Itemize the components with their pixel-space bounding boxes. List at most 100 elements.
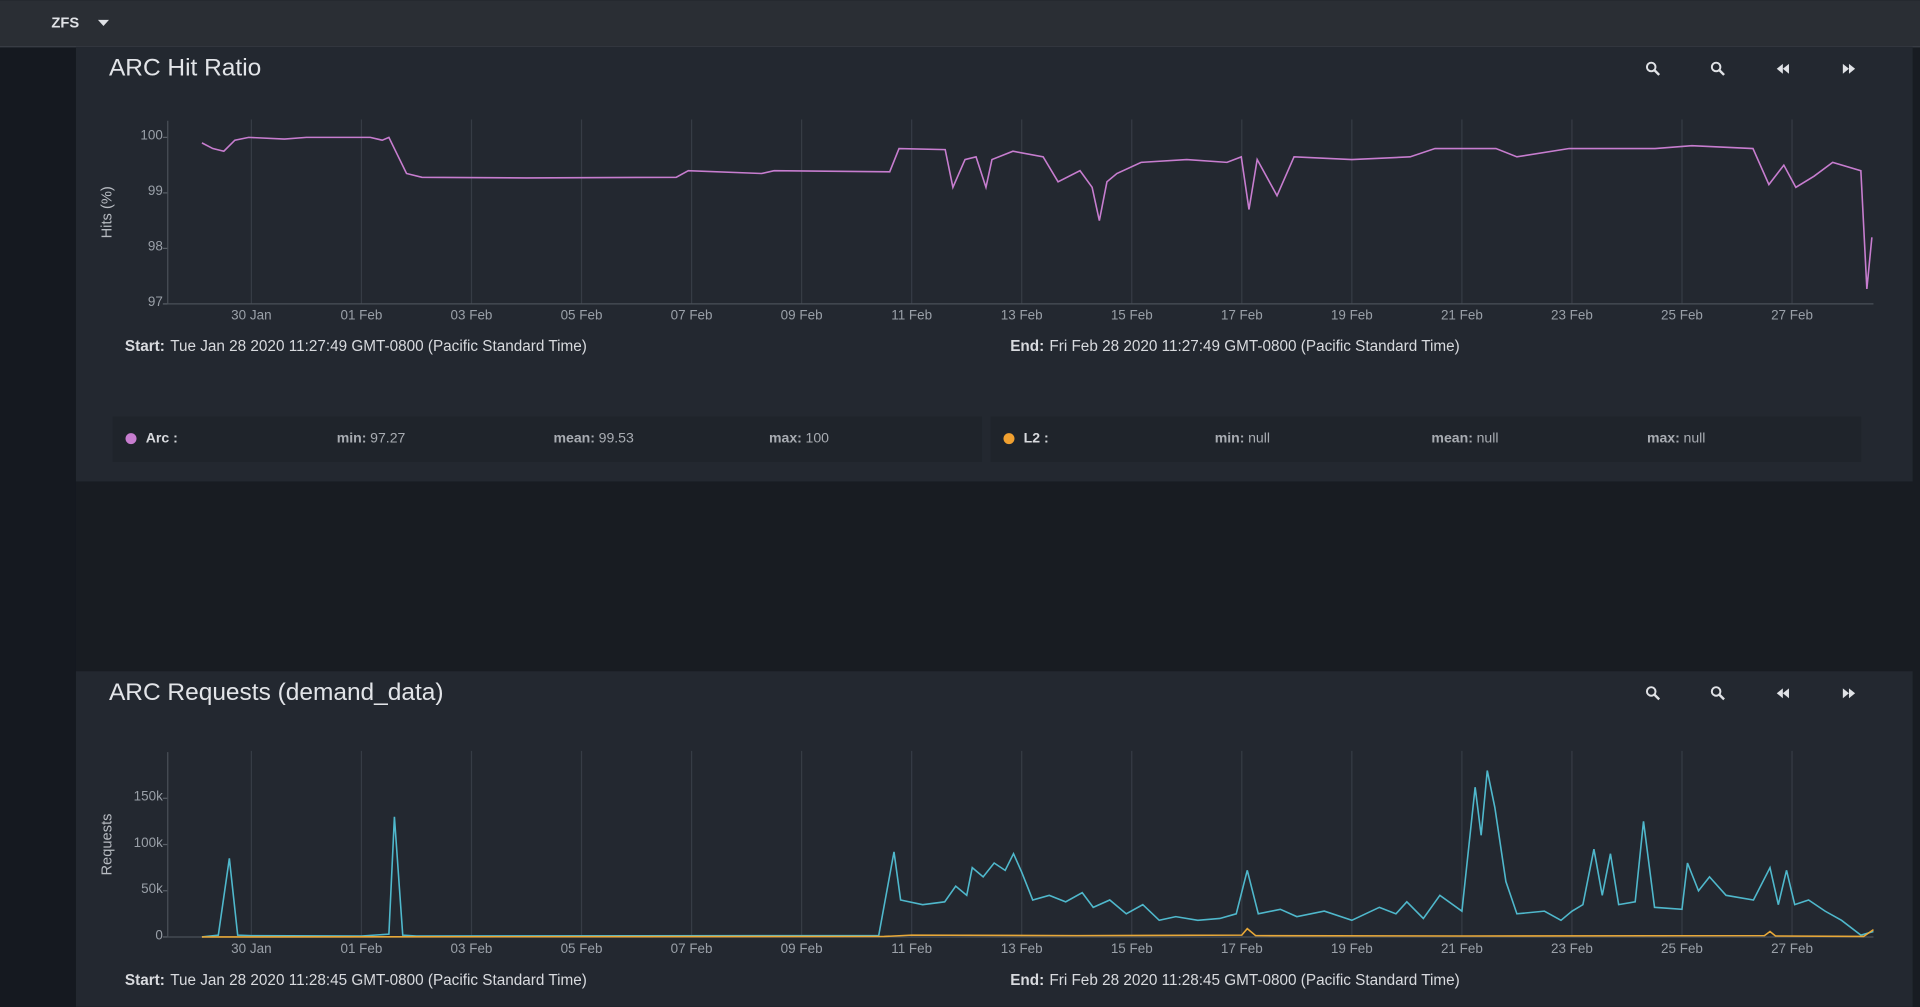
dropdown-caret[interactable] xyxy=(97,19,109,26)
legend-label: Arc : xyxy=(146,429,178,445)
legend-swatch xyxy=(1003,433,1015,445)
y-tick-label: 97 xyxy=(148,294,163,309)
x-tick-label: 19 Feb xyxy=(1331,941,1373,956)
legend-stat-label: mean: xyxy=(553,429,594,445)
x-tick-label: 25 Feb xyxy=(1661,308,1703,323)
icon[interactable] xyxy=(1842,63,1849,74)
x-tick-label: 05 Feb xyxy=(561,308,603,323)
x-tick-label: 15 Feb xyxy=(1111,941,1153,956)
x-tick-label: 01 Feb xyxy=(340,308,382,323)
x-tick-label: 09 Feb xyxy=(781,941,823,956)
x-tick-label: 17 Feb xyxy=(1221,308,1263,323)
x-tick-label: 15 Feb xyxy=(1111,308,1153,323)
icon[interactable] xyxy=(1848,63,1856,74)
x-tick-label: 30 Jan xyxy=(231,941,271,956)
data-line xyxy=(201,136,1873,290)
x-tick-label: 19 Feb xyxy=(1331,308,1373,323)
end-label: End: xyxy=(1010,338,1044,355)
legend-stat-value: 97.27 xyxy=(370,429,405,445)
x-tick-label: 23 Feb xyxy=(1551,941,1593,956)
x-tick-label: 27 Feb xyxy=(1771,941,1813,956)
legend-label: L2 : xyxy=(1024,429,1049,445)
x-tick-label: 01 Feb xyxy=(340,941,382,956)
legend-stat-value: null xyxy=(1683,429,1705,445)
data-line xyxy=(201,770,1874,938)
x-tick-label: 07 Feb xyxy=(671,941,713,956)
x-tick-label: 30 Jan xyxy=(231,308,271,323)
start-label: Start: xyxy=(125,338,165,355)
x-tick-label: 21 Feb xyxy=(1441,941,1483,956)
icon[interactable] xyxy=(1842,688,1849,699)
x-tick-label: 03 Feb xyxy=(451,308,493,323)
zoom-in-button[interactable] xyxy=(1645,61,1661,76)
pan-left-button[interactable] xyxy=(1776,688,1789,699)
y-tick-label: 100 xyxy=(140,128,162,143)
icon[interactable] xyxy=(1776,63,1783,74)
x-tick-label: 27 Feb xyxy=(1771,308,1813,323)
data-line xyxy=(201,927,1874,938)
x-tick-label: 05 Feb xyxy=(561,941,603,956)
x-tick-label: 11 Feb xyxy=(891,941,932,956)
menu-dropdown[interactable]: ZFS xyxy=(51,15,109,31)
legend-stat-label: min: xyxy=(1215,429,1245,445)
start-time: Tue Jan 28 2020 11:28:45 GMT-0800 (Pacif… xyxy=(170,972,587,989)
legend-stat-value: null xyxy=(1248,429,1270,445)
x-tick-label: 21 Feb xyxy=(1441,308,1483,323)
start-time: Tue Jan 28 2020 11:27:49 GMT-0800 (Pacif… xyxy=(170,338,587,355)
legend-stat-value: 99.53 xyxy=(599,429,634,445)
panel xyxy=(75,671,1913,1007)
icon[interactable] xyxy=(1653,693,1661,701)
zoom-in-button[interactable] xyxy=(1645,686,1661,701)
legend-swatch xyxy=(125,433,137,445)
icon[interactable] xyxy=(1718,693,1725,701)
zoom-out-button[interactable] xyxy=(1710,61,1725,76)
x-tick-label: 13 Feb xyxy=(1001,308,1043,323)
y-tick-label: 100k xyxy=(134,835,163,850)
icon[interactable] xyxy=(1710,686,1722,697)
icon[interactable] xyxy=(1645,686,1657,697)
icon[interactable] xyxy=(1710,61,1722,73)
icon[interactable] xyxy=(1848,688,1856,699)
icon[interactable] xyxy=(1645,61,1657,73)
legend-box xyxy=(990,416,1862,462)
zoom-out-button[interactable] xyxy=(1710,686,1725,701)
start-label: Start: xyxy=(125,972,165,989)
panel-title: ARC Requests (demand_data) xyxy=(109,679,444,706)
x-tick-label: 07 Feb xyxy=(671,308,713,323)
legend-box xyxy=(112,416,983,462)
legend-stat-value: 100 xyxy=(806,429,830,445)
icon[interactable] xyxy=(1718,69,1725,76)
x-tick-label: 25 Feb xyxy=(1661,941,1703,956)
x-tick-label: 23 Feb xyxy=(1551,308,1593,323)
end-time: Fri Feb 28 2020 11:27:49 GMT-0800 (Pacif… xyxy=(1049,338,1459,355)
y-tick-label: 50k xyxy=(141,881,163,896)
x-tick-label: 03 Feb xyxy=(451,941,493,956)
y-tick-label: 0 xyxy=(155,927,162,942)
top-bar xyxy=(0,0,1920,47)
legend-stat-label: max: xyxy=(1647,429,1680,445)
y-axis-label: Requests xyxy=(100,813,116,875)
y-tick-label: 99 xyxy=(148,183,163,198)
y-tick-label: 98 xyxy=(148,239,163,254)
menu-label[interactable]: ZFS xyxy=(51,15,79,31)
pan-right-button[interactable] xyxy=(1842,688,1856,699)
legend-stat-label: mean: xyxy=(1431,429,1472,445)
y-tick-label: 150k xyxy=(134,789,163,804)
panel xyxy=(75,46,1913,482)
sidebar xyxy=(0,46,76,1007)
icon[interactable] xyxy=(1653,69,1661,76)
icon[interactable] xyxy=(1782,688,1789,699)
panel-title: ARC Hit Ratio xyxy=(109,54,261,81)
x-tick-label: 13 Feb xyxy=(1001,941,1043,956)
x-tick-label: 17 Feb xyxy=(1221,941,1263,956)
legend-stat-label: min: xyxy=(337,429,367,445)
icon[interactable] xyxy=(1782,63,1789,74)
x-tick-label: 11 Feb xyxy=(891,308,932,323)
icon[interactable] xyxy=(1776,688,1783,699)
pan-left-button[interactable] xyxy=(1776,63,1789,74)
y-axis-label: Hits (%) xyxy=(100,186,116,238)
pan-right-button[interactable] xyxy=(1842,63,1856,74)
